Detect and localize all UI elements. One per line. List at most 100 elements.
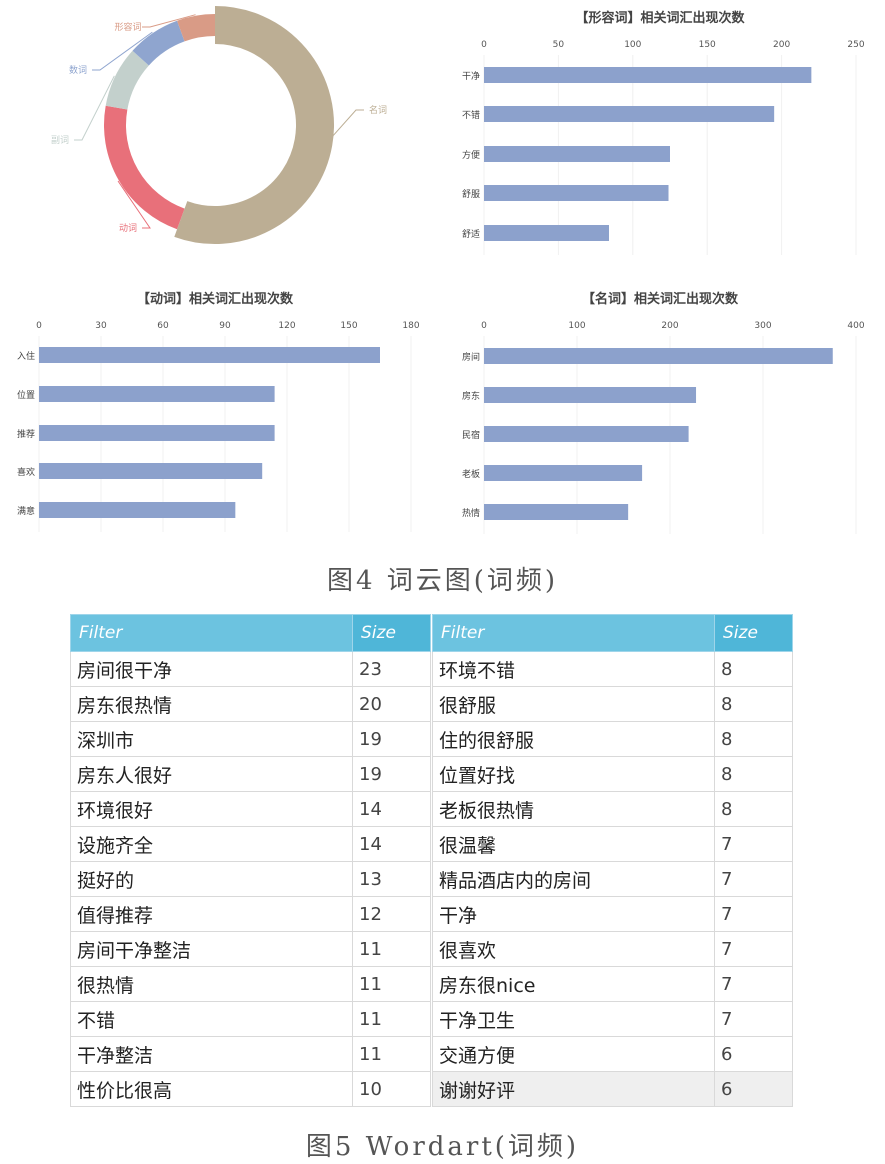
bar [484,106,775,122]
table-row[interactable]: 很喜欢 7 [432,931,793,967]
size-header[interactable]: Size [714,614,793,652]
size-cell: 11 [352,1036,431,1072]
table-row[interactable]: 很舒服 8 [432,686,793,722]
filter-header[interactable]: Filter [432,614,715,652]
bar [484,426,689,442]
y-tick-label: 位置 [17,389,35,401]
x-tick-label: 0 [481,40,487,50]
size-cell: 23 [352,651,431,687]
table-row[interactable]: 干净卫生 7 [432,1001,793,1037]
y-tick-label: 干净 [462,70,480,82]
x-tick-label: 300 [754,321,771,331]
table-row[interactable]: 环境不错 8 [432,651,793,687]
x-tick-label: 100 [624,40,641,50]
size-cell: 14 [352,791,431,827]
x-tick-label: 150 [699,40,716,50]
y-tick-label: 舒服 [462,188,480,200]
table-row[interactable]: 值得推荐 12 [70,896,431,932]
phrase-cell: 很喜欢 [432,931,715,967]
phrase-cell: 干净整洁 [70,1036,353,1072]
slice-leader-line [74,75,115,141]
figure-4-caption: 图4 词云图(词频) [326,566,559,596]
phrase-cell: 位置好找 [432,756,715,792]
table-row[interactable]: 房间干净整洁 11 [70,931,431,967]
x-tick-label: 30 [95,321,107,331]
table-row[interactable]: 房东很热情 20 [70,686,431,722]
table-row[interactable]: 干净 7 [432,896,793,932]
phrase-cell: 环境不错 [432,651,715,687]
slice-label: 动词 [119,223,137,234]
slice-leader-line [92,31,153,71]
phrase-cell: 房东很nice [432,966,715,1002]
size-cell: 7 [714,966,793,1002]
wordart-table-right: Filter Size 环境不错 8 很舒服 8 住的很舒服 8 位置好找 8 老板很热情 8 很温… [432,614,793,1107]
table-row[interactable]: 挺好的 13 [70,861,431,897]
table-row[interactable]: 交通方便 6 [432,1036,793,1072]
size-cell: 11 [352,966,431,1002]
table-row[interactable]: 干净整洁 11 [70,1036,431,1072]
size-cell: 19 [352,721,431,757]
size-cell: 7 [714,1001,793,1037]
table-row[interactable]: 设施齐全 14 [70,826,431,862]
size-header[interactable]: Size [352,614,431,652]
table-row[interactable]: 老板很热情 8 [432,791,793,827]
bar [484,185,669,201]
table-row[interactable]: 房东人很好 19 [70,756,431,792]
size-cell: 19 [352,756,431,792]
y-tick-label: 老板 [462,468,480,480]
table-row[interactable]: 深圳市 19 [70,721,431,757]
table-row[interactable]: 很热情 11 [70,966,431,1002]
size-cell: 8 [714,791,793,827]
size-cell: 13 [352,861,431,897]
phrase-cell: 很热情 [70,966,353,1002]
slice-label: 副词 [51,135,69,146]
table-row[interactable]: 很温馨 7 [432,826,793,862]
phrase-cell: 环境很好 [70,791,353,827]
table-row[interactable]: 不错 11 [70,1001,431,1037]
chart-title: 【形容词】相关词汇出现次数 [575,10,745,26]
table-row[interactable]: 谢谢好评 6 [432,1071,793,1107]
table-row[interactable]: 房间很干净 23 [70,651,431,687]
bar [484,348,833,364]
y-tick-label: 房东 [462,390,480,402]
phrase-cell: 很舒服 [432,686,715,722]
phrase-cell: 性价比很高 [70,1071,353,1107]
size-cell: 20 [352,686,431,722]
size-cell: 11 [352,931,431,967]
size-cell: 8 [714,756,793,792]
table-row[interactable]: 位置好找 8 [432,756,793,792]
table-row[interactable]: 性价比很高 10 [70,1071,431,1107]
chart-title: 【动词】相关词汇出现次数 [137,291,294,307]
phrase-cell: 住的很舒服 [432,721,715,757]
y-tick-label: 喜欢 [17,466,35,478]
x-tick-label: 0 [481,321,487,331]
size-cell: 6 [714,1036,793,1072]
table-row[interactable]: 精品酒店内的房间 7 [432,861,793,897]
x-tick-label: 400 [847,321,864,331]
size-cell: 7 [714,896,793,932]
donut-slice [104,105,185,230]
table-row[interactable]: 房东很nice 7 [432,966,793,1002]
slice-label: 形容词 [114,21,141,33]
size-cell: 8 [714,651,793,687]
phrase-cell: 精品酒店内的房间 [432,861,715,897]
phrase-cell: 挺好的 [70,861,353,897]
y-tick-label: 入住 [17,350,35,362]
x-tick-label: 50 [553,40,565,50]
slice-label: 名词 [369,104,387,116]
phrase-cell: 不错 [70,1001,353,1037]
size-cell: 8 [714,721,793,757]
size-cell: 11 [352,1001,431,1037]
phrase-cell: 房东人很好 [70,756,353,792]
x-tick-label: 90 [219,321,231,331]
table-row[interactable]: 环境很好 14 [70,791,431,827]
y-tick-label: 热情 [462,507,480,519]
phrase-cell: 房东很热情 [70,686,353,722]
phrase-cell: 老板很热情 [432,791,715,827]
bar [39,502,236,518]
x-tick-label: 120 [278,321,295,331]
table-row[interactable]: 住的很舒服 8 [432,721,793,757]
filter-header[interactable]: Filter [70,614,353,652]
donut-slice [174,6,334,244]
size-cell: 7 [714,826,793,862]
